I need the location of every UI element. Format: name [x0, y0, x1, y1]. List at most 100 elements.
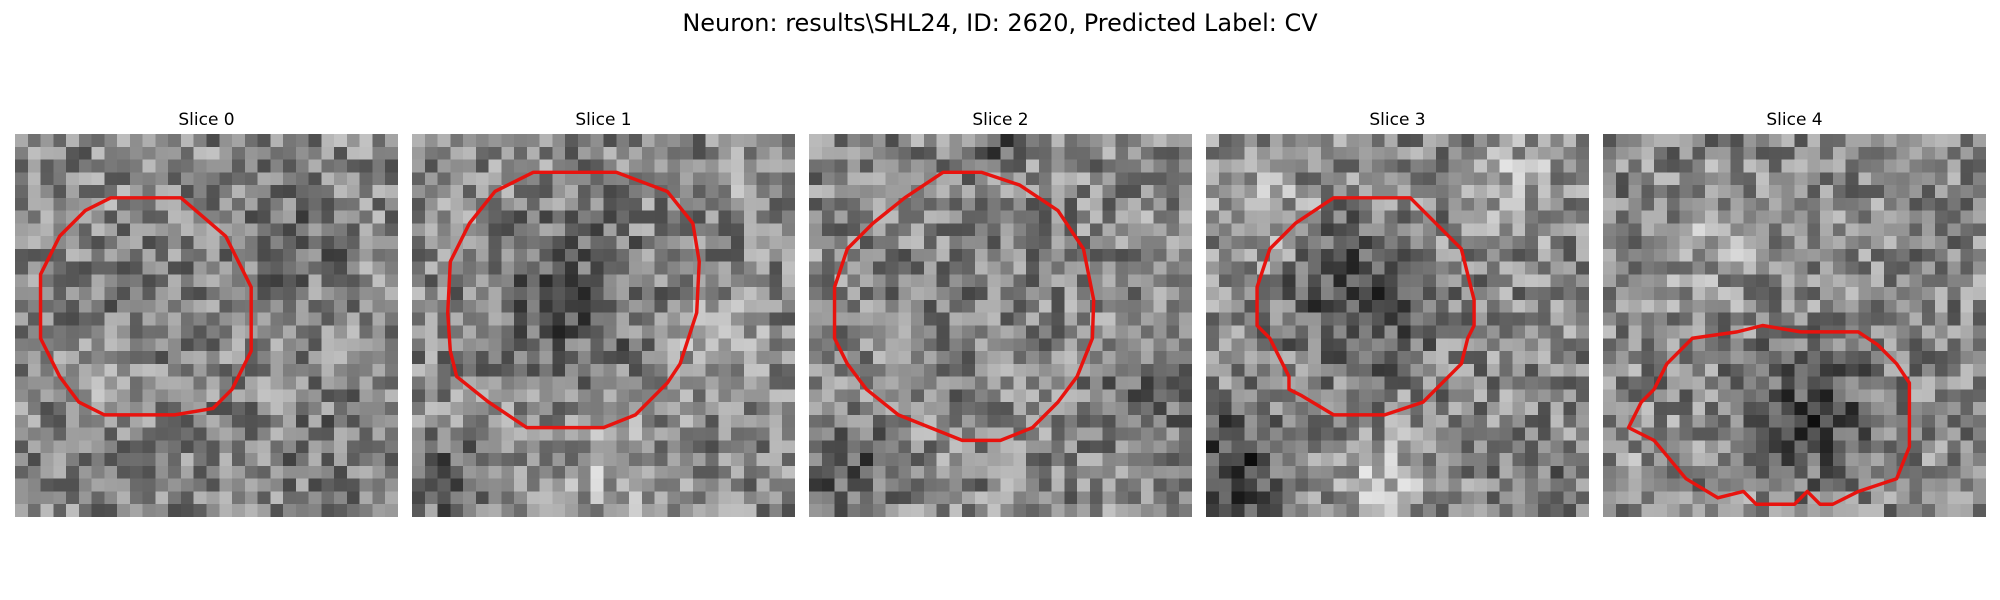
- pixel-tile: [577, 261, 591, 275]
- pixel-tile: [1257, 440, 1271, 454]
- pixel-tile: [1717, 172, 1731, 186]
- pixel-tile: [180, 351, 194, 365]
- pixel-tile: [1537, 504, 1551, 517]
- pixel-tile: [501, 299, 515, 313]
- pixel-tile: [936, 159, 950, 173]
- pixel-tile: [359, 478, 373, 492]
- pixel-tile: [1756, 389, 1770, 403]
- pixel-tile: [359, 248, 373, 262]
- pixel-tile: [974, 504, 988, 517]
- pixel-tile: [168, 414, 182, 428]
- pixel-tile: [565, 338, 579, 352]
- pixel-tile: [450, 325, 464, 339]
- pixel-tile: [526, 363, 540, 377]
- pixel-tile: [1179, 376, 1192, 390]
- pixel-tile: [385, 478, 398, 492]
- pixel-tile: [1282, 261, 1296, 275]
- pixel-tile: [1026, 287, 1040, 301]
- pixel-tile: [1679, 185, 1693, 199]
- pixel-tile: [450, 261, 464, 275]
- pixel-tile: [1756, 427, 1770, 441]
- pixel-tile: [91, 491, 105, 505]
- pixel-tile: [321, 261, 335, 275]
- pixel-tile: [1973, 185, 1986, 199]
- pixel-tile: [692, 363, 706, 377]
- pixel-tile: [142, 504, 156, 517]
- pixel-tile: [104, 312, 118, 326]
- pixel-tile: [1820, 261, 1834, 275]
- pixel-tile: [692, 453, 706, 467]
- pixel-tile: [1486, 185, 1500, 199]
- pixel-tile: [1563, 389, 1577, 403]
- pixel-tile: [412, 134, 426, 148]
- pixel-tile: [1973, 261, 1986, 275]
- pixel-tile: [911, 325, 925, 339]
- pixel-tile: [1603, 363, 1617, 377]
- pixel-tile: [641, 223, 655, 237]
- pixel-tile: [911, 389, 925, 403]
- pixel-tile: [1654, 159, 1668, 173]
- pixel-tile: [962, 363, 976, 377]
- pixel-tile: [1128, 197, 1142, 211]
- pixel-tile: [1743, 159, 1757, 173]
- pixel-tile: [1423, 453, 1437, 467]
- pixel-tile: [180, 465, 194, 479]
- pixel-tile: [1576, 389, 1589, 403]
- pixel-tile: [1730, 210, 1744, 224]
- pixel-tile: [1231, 465, 1245, 479]
- pixel-tile: [1537, 478, 1551, 492]
- pixel-tile: [539, 172, 553, 186]
- pixel-tile: [692, 210, 706, 224]
- pixel-tile: [552, 325, 566, 339]
- pixel-tile: [283, 440, 297, 454]
- pixel-tile: [1410, 210, 1424, 224]
- pixel-tile: [385, 134, 398, 148]
- pixel-tile: [1257, 338, 1271, 352]
- pixel-tile: [412, 197, 426, 211]
- pixel-tile: [1140, 427, 1154, 441]
- pixel-tile: [756, 197, 770, 211]
- pixel-tile: [1807, 287, 1821, 301]
- pixel-tile: [782, 223, 795, 237]
- pixel-tile: [53, 146, 67, 160]
- pixel-tile: [1179, 338, 1192, 352]
- pixel-tile: [321, 248, 335, 262]
- pixel-tile: [1486, 274, 1500, 288]
- pixel-tile: [1537, 440, 1551, 454]
- pixel-tile: [1717, 299, 1731, 313]
- pixel-tile: [1820, 363, 1834, 377]
- pixel-tile: [680, 223, 694, 237]
- pixel-tile: [412, 504, 426, 517]
- pixel-tile: [359, 504, 373, 517]
- pixel-tile: [359, 453, 373, 467]
- pixel-tile: [1576, 453, 1589, 467]
- pixel-tile: [15, 325, 29, 339]
- pixel-tile: [1077, 440, 1091, 454]
- pixel-tile: [1807, 299, 1821, 313]
- pixel-tile: [1231, 146, 1245, 160]
- pixel-tile: [616, 440, 630, 454]
- pixel-tile: [782, 376, 795, 390]
- pixel-tile: [1730, 274, 1744, 288]
- pixel-tile: [987, 363, 1001, 377]
- pixel-tile: [885, 134, 899, 148]
- pixel-tile: [78, 427, 92, 441]
- pixel-tile: [539, 248, 553, 262]
- pixel-tile: [257, 325, 271, 339]
- pixel-tile: [1474, 223, 1488, 237]
- pixel-tile: [654, 236, 668, 250]
- pixel-tile: [1679, 274, 1693, 288]
- pixel-tile: [514, 287, 528, 301]
- pixel-tile: [1000, 299, 1014, 313]
- pixel-tile: [232, 465, 246, 479]
- pixel-tile: [1384, 440, 1398, 454]
- pixel-tile: [898, 351, 912, 365]
- pixel-tile: [705, 185, 719, 199]
- pixel-tile: [769, 491, 783, 505]
- pixel-tile: [1756, 185, 1770, 199]
- pixel-tile: [974, 465, 988, 479]
- pixel-tile: [1973, 287, 1986, 301]
- pixel-tile: [1909, 427, 1923, 441]
- pixel-tile: [488, 325, 502, 339]
- pixel-tile: [1512, 210, 1526, 224]
